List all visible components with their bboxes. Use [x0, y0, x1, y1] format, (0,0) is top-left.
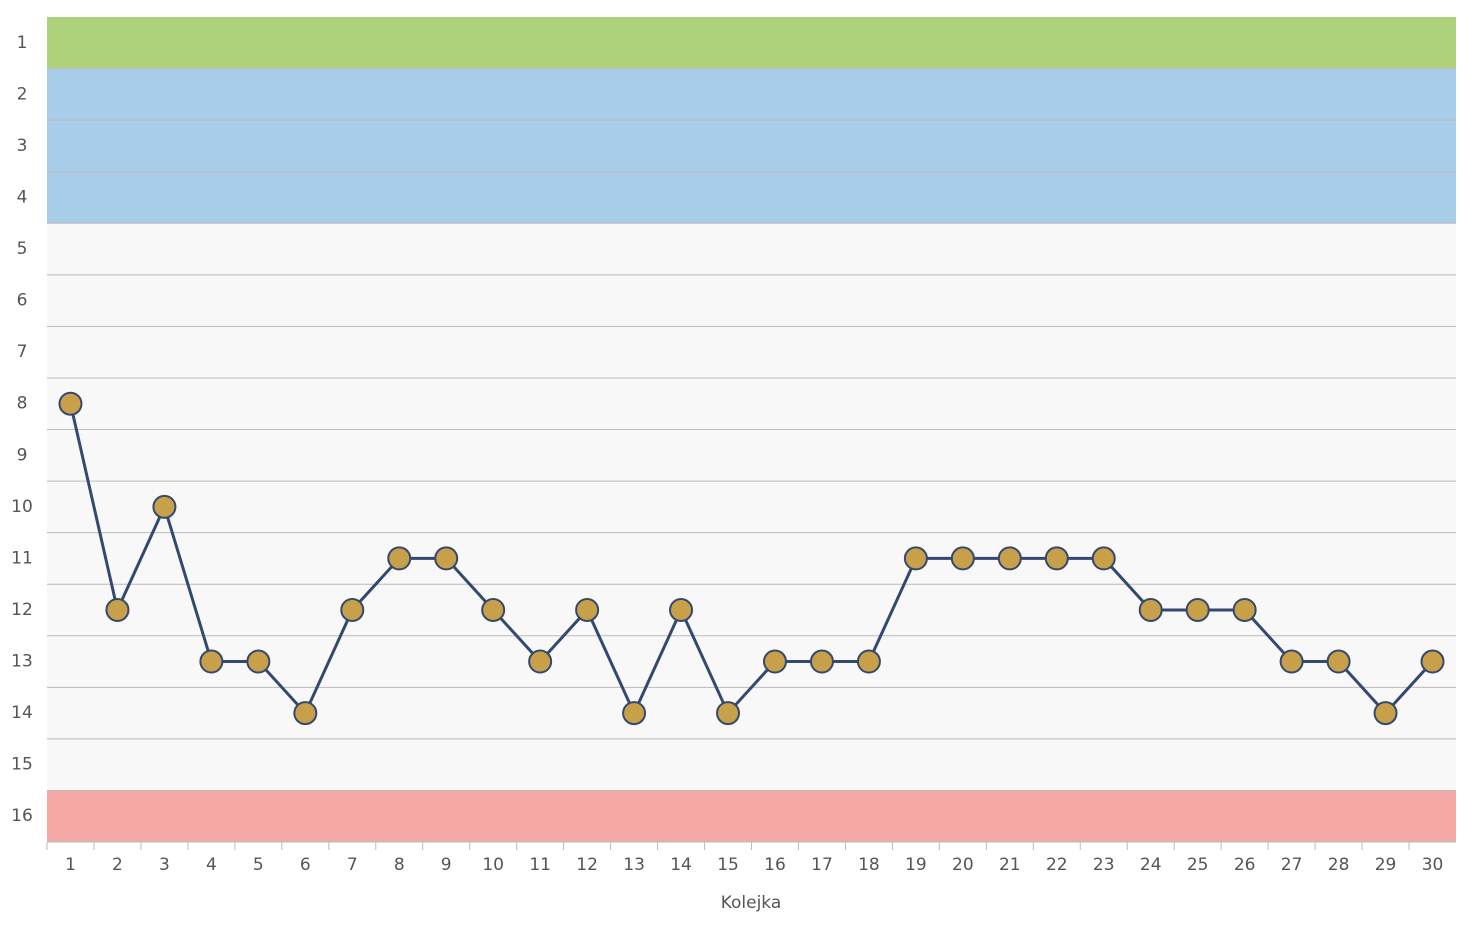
point-marker	[528, 649, 553, 674]
x-tick-label: 28	[1328, 855, 1350, 875]
point-marker	[809, 649, 834, 674]
point-marker	[1279, 649, 1304, 674]
point-marker	[762, 649, 787, 674]
y-tick-label: 2	[17, 84, 28, 104]
x-tick-label: 15	[717, 855, 739, 875]
point-marker	[950, 546, 975, 571]
point-marker	[481, 597, 506, 622]
x-tick-label: 19	[905, 855, 927, 875]
point-marker	[716, 701, 741, 726]
x-tick-label: 18	[858, 855, 880, 875]
y-tick-label: 3	[17, 136, 28, 156]
y-tick-label: 16	[11, 806, 33, 826]
x-tick-label: 26	[1234, 855, 1256, 875]
point-marker	[575, 597, 600, 622]
x-tick-label: 21	[999, 855, 1021, 875]
point-marker	[105, 597, 130, 622]
y-tick-label: 8	[17, 394, 28, 414]
band	[47, 68, 1456, 224]
x-tick-label: 23	[1093, 855, 1115, 875]
y-tick-label: 1	[17, 33, 28, 53]
x-tick-label: 2	[112, 855, 123, 875]
x-tick-label: 24	[1140, 855, 1162, 875]
y-tick-label: 10	[11, 497, 33, 517]
point-marker	[1420, 649, 1445, 674]
y-tick-label: 12	[11, 600, 33, 620]
point-marker	[1185, 597, 1210, 622]
y-tick-label: 4	[17, 187, 28, 207]
x-tick-label: 4	[206, 855, 217, 875]
x-tick-label: 6	[300, 855, 311, 875]
band	[47, 17, 1456, 69]
x-tick-label: 17	[811, 855, 833, 875]
x-tick-label: 1	[65, 855, 76, 875]
x-tick-label: 8	[394, 855, 405, 875]
x-tick-label: 27	[1281, 855, 1303, 875]
point-marker	[1044, 546, 1069, 571]
point-marker	[856, 649, 881, 674]
x-tick-label: 16	[764, 855, 786, 875]
point-marker	[1326, 649, 1351, 674]
x-tick-label: 9	[441, 855, 452, 875]
x-tick-label: 10	[482, 855, 504, 875]
point-marker	[340, 597, 365, 622]
y-tick-label: 6	[17, 291, 28, 311]
y-tick-label: 15	[11, 755, 33, 775]
point-marker	[152, 494, 177, 519]
point-marker	[58, 391, 83, 416]
x-tick-label: 29	[1375, 855, 1397, 875]
y-tick-label: 11	[11, 548, 33, 568]
x-tick-label: 7	[347, 855, 358, 875]
point-marker	[293, 701, 318, 726]
point-marker	[199, 649, 224, 674]
y-tick-label: 9	[17, 445, 28, 465]
x-tick-label: 13	[623, 855, 645, 875]
point-marker	[246, 649, 271, 674]
x-tick-label: 3	[159, 855, 170, 875]
y-tick-label: 14	[11, 703, 33, 723]
point-marker	[1138, 597, 1163, 622]
x-tick-label: 20	[952, 855, 974, 875]
y-tick-label: 5	[17, 239, 28, 259]
point-marker	[622, 701, 647, 726]
x-tick-label: 5	[253, 855, 264, 875]
point-marker	[434, 546, 459, 571]
x-tick-label: 12	[576, 855, 598, 875]
point-marker	[1232, 597, 1257, 622]
x-tick-label: 22	[1046, 855, 1068, 875]
x-axis-label: Kolejka	[721, 893, 782, 913]
x-tick-label: 14	[670, 855, 692, 875]
y-tick-label: 7	[17, 342, 28, 362]
point-marker	[997, 546, 1022, 571]
band	[47, 790, 1456, 842]
x-tick-label: 30	[1422, 855, 1444, 875]
x-tick-label: 11	[529, 855, 551, 875]
x-tick-label: 25	[1187, 855, 1209, 875]
point-marker	[1091, 546, 1116, 571]
point-marker	[1373, 701, 1398, 726]
point-marker	[387, 546, 412, 571]
y-tick-label: 13	[11, 652, 33, 672]
point-marker	[903, 546, 928, 571]
point-marker	[669, 597, 694, 622]
